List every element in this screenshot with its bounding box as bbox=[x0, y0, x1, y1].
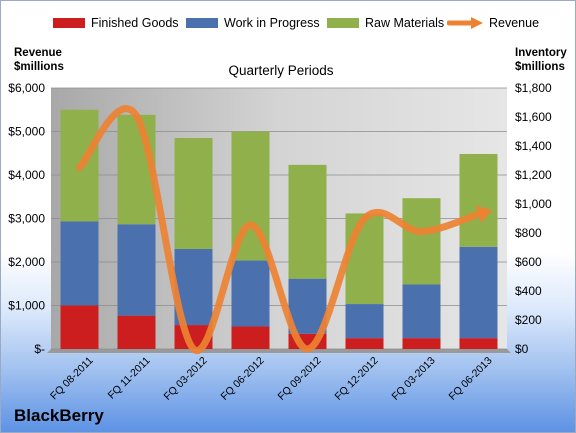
revenue-line bbox=[76, 105, 482, 355]
right-axis-title-line2: $millions bbox=[515, 61, 565, 73]
bar-finished-goods bbox=[459, 338, 498, 349]
bar-raw-materials bbox=[459, 153, 498, 247]
revenue-arrowhead bbox=[475, 205, 492, 223]
right-axis-tick-label: $800 bbox=[515, 226, 542, 240]
legend-item-finished-goods: Finished Goods bbox=[53, 16, 179, 30]
bar-work-in-progress bbox=[459, 246, 498, 339]
legend-item-work-in-progress: Work in Progress bbox=[186, 16, 320, 30]
legend-label-work-in-progress: Work in Progress bbox=[224, 16, 320, 30]
x-axis-tick-label: FQ 12-2012 bbox=[333, 355, 381, 403]
right-axis-tick-label: $200 bbox=[515, 313, 542, 327]
bar-work-in-progress bbox=[60, 221, 99, 306]
right-axis-tick-label: $1,800 bbox=[515, 81, 552, 95]
bar-finished-goods bbox=[231, 326, 270, 349]
bar-work-in-progress bbox=[345, 304, 384, 339]
right-axis-tick-label: $1,000 bbox=[515, 197, 552, 211]
legend-label-revenue: Revenue bbox=[489, 16, 540, 30]
bar-raw-materials bbox=[288, 164, 327, 279]
legend-swatch-raw-materials bbox=[327, 18, 359, 28]
x-axis-tick-label: FQ 06-2012 bbox=[219, 355, 267, 403]
x-axis-tick-label: FQ 03-2012 bbox=[162, 355, 210, 403]
bar-finished-goods bbox=[117, 315, 156, 349]
left-axis-tick-label: $5,000 bbox=[8, 125, 45, 139]
bar-raw-materials bbox=[345, 213, 384, 305]
right-axis-title-line1: Inventory bbox=[515, 47, 567, 59]
left-axis-title: Revenue $millions bbox=[14, 46, 64, 74]
left-axis-title-line1: Revenue bbox=[14, 47, 62, 59]
bar-finished-goods bbox=[402, 338, 441, 349]
left-axis-title-line2: $millions bbox=[14, 61, 64, 73]
bar-finished-goods bbox=[60, 305, 99, 349]
right-axis-tick-label: $400 bbox=[515, 284, 542, 298]
left-axis-tick-label: $- bbox=[34, 342, 45, 356]
x-axis-tick-label: FQ 11-2011 bbox=[106, 355, 153, 402]
legend-swatch-finished-goods bbox=[53, 18, 85, 28]
right-axis-tick-label: $600 bbox=[515, 255, 542, 269]
legend-item-raw-materials: Raw Materials bbox=[327, 16, 444, 30]
x-axis-tick-label: FQ 08-2011 bbox=[48, 355, 96, 403]
bar-work-in-progress bbox=[402, 284, 441, 339]
legend-item-revenue: Revenue bbox=[447, 16, 539, 30]
bar-raw-materials bbox=[402, 198, 441, 285]
bar-raw-materials bbox=[174, 138, 213, 249]
right-axis-title: Inventory $millions bbox=[515, 46, 567, 74]
x-axis-tick-label: FQ 09-2012 bbox=[276, 355, 324, 403]
right-axis-tick-label: $1,200 bbox=[515, 168, 552, 182]
left-axis-tick-label: $4,000 bbox=[8, 168, 45, 182]
left-axis-tick-label: $3,000 bbox=[8, 212, 45, 226]
left-axis-tick-label: $2,000 bbox=[8, 255, 45, 269]
chart-title: Quarterly Periods bbox=[228, 63, 334, 78]
left-axis-tick-label: $6,000 bbox=[8, 81, 45, 95]
brand-label: BlackBerry bbox=[14, 406, 104, 425]
plot-floor bbox=[47, 349, 511, 353]
right-axis-tick-label: $1,400 bbox=[515, 139, 552, 153]
bar-work-in-progress bbox=[117, 224, 156, 316]
legend-arrow-icon bbox=[447, 17, 483, 29]
x-axis-tick-label: FQ 03-2013 bbox=[390, 355, 438, 403]
left-axis-tick-label: $1,000 bbox=[8, 299, 45, 313]
right-axis-tick-label: $1,600 bbox=[515, 110, 552, 124]
bar-finished-goods bbox=[345, 338, 384, 349]
legend-swatch-work-in-progress bbox=[186, 18, 218, 28]
bar-work-in-progress bbox=[231, 260, 270, 327]
legend-label-raw-materials: Raw Materials bbox=[365, 16, 445, 30]
right-axis-tick-label: $0 bbox=[515, 342, 529, 356]
legend-label-finished-goods: Finished Goods bbox=[91, 16, 179, 30]
x-axis-tick-label: FQ 06-2013 bbox=[447, 355, 495, 403]
